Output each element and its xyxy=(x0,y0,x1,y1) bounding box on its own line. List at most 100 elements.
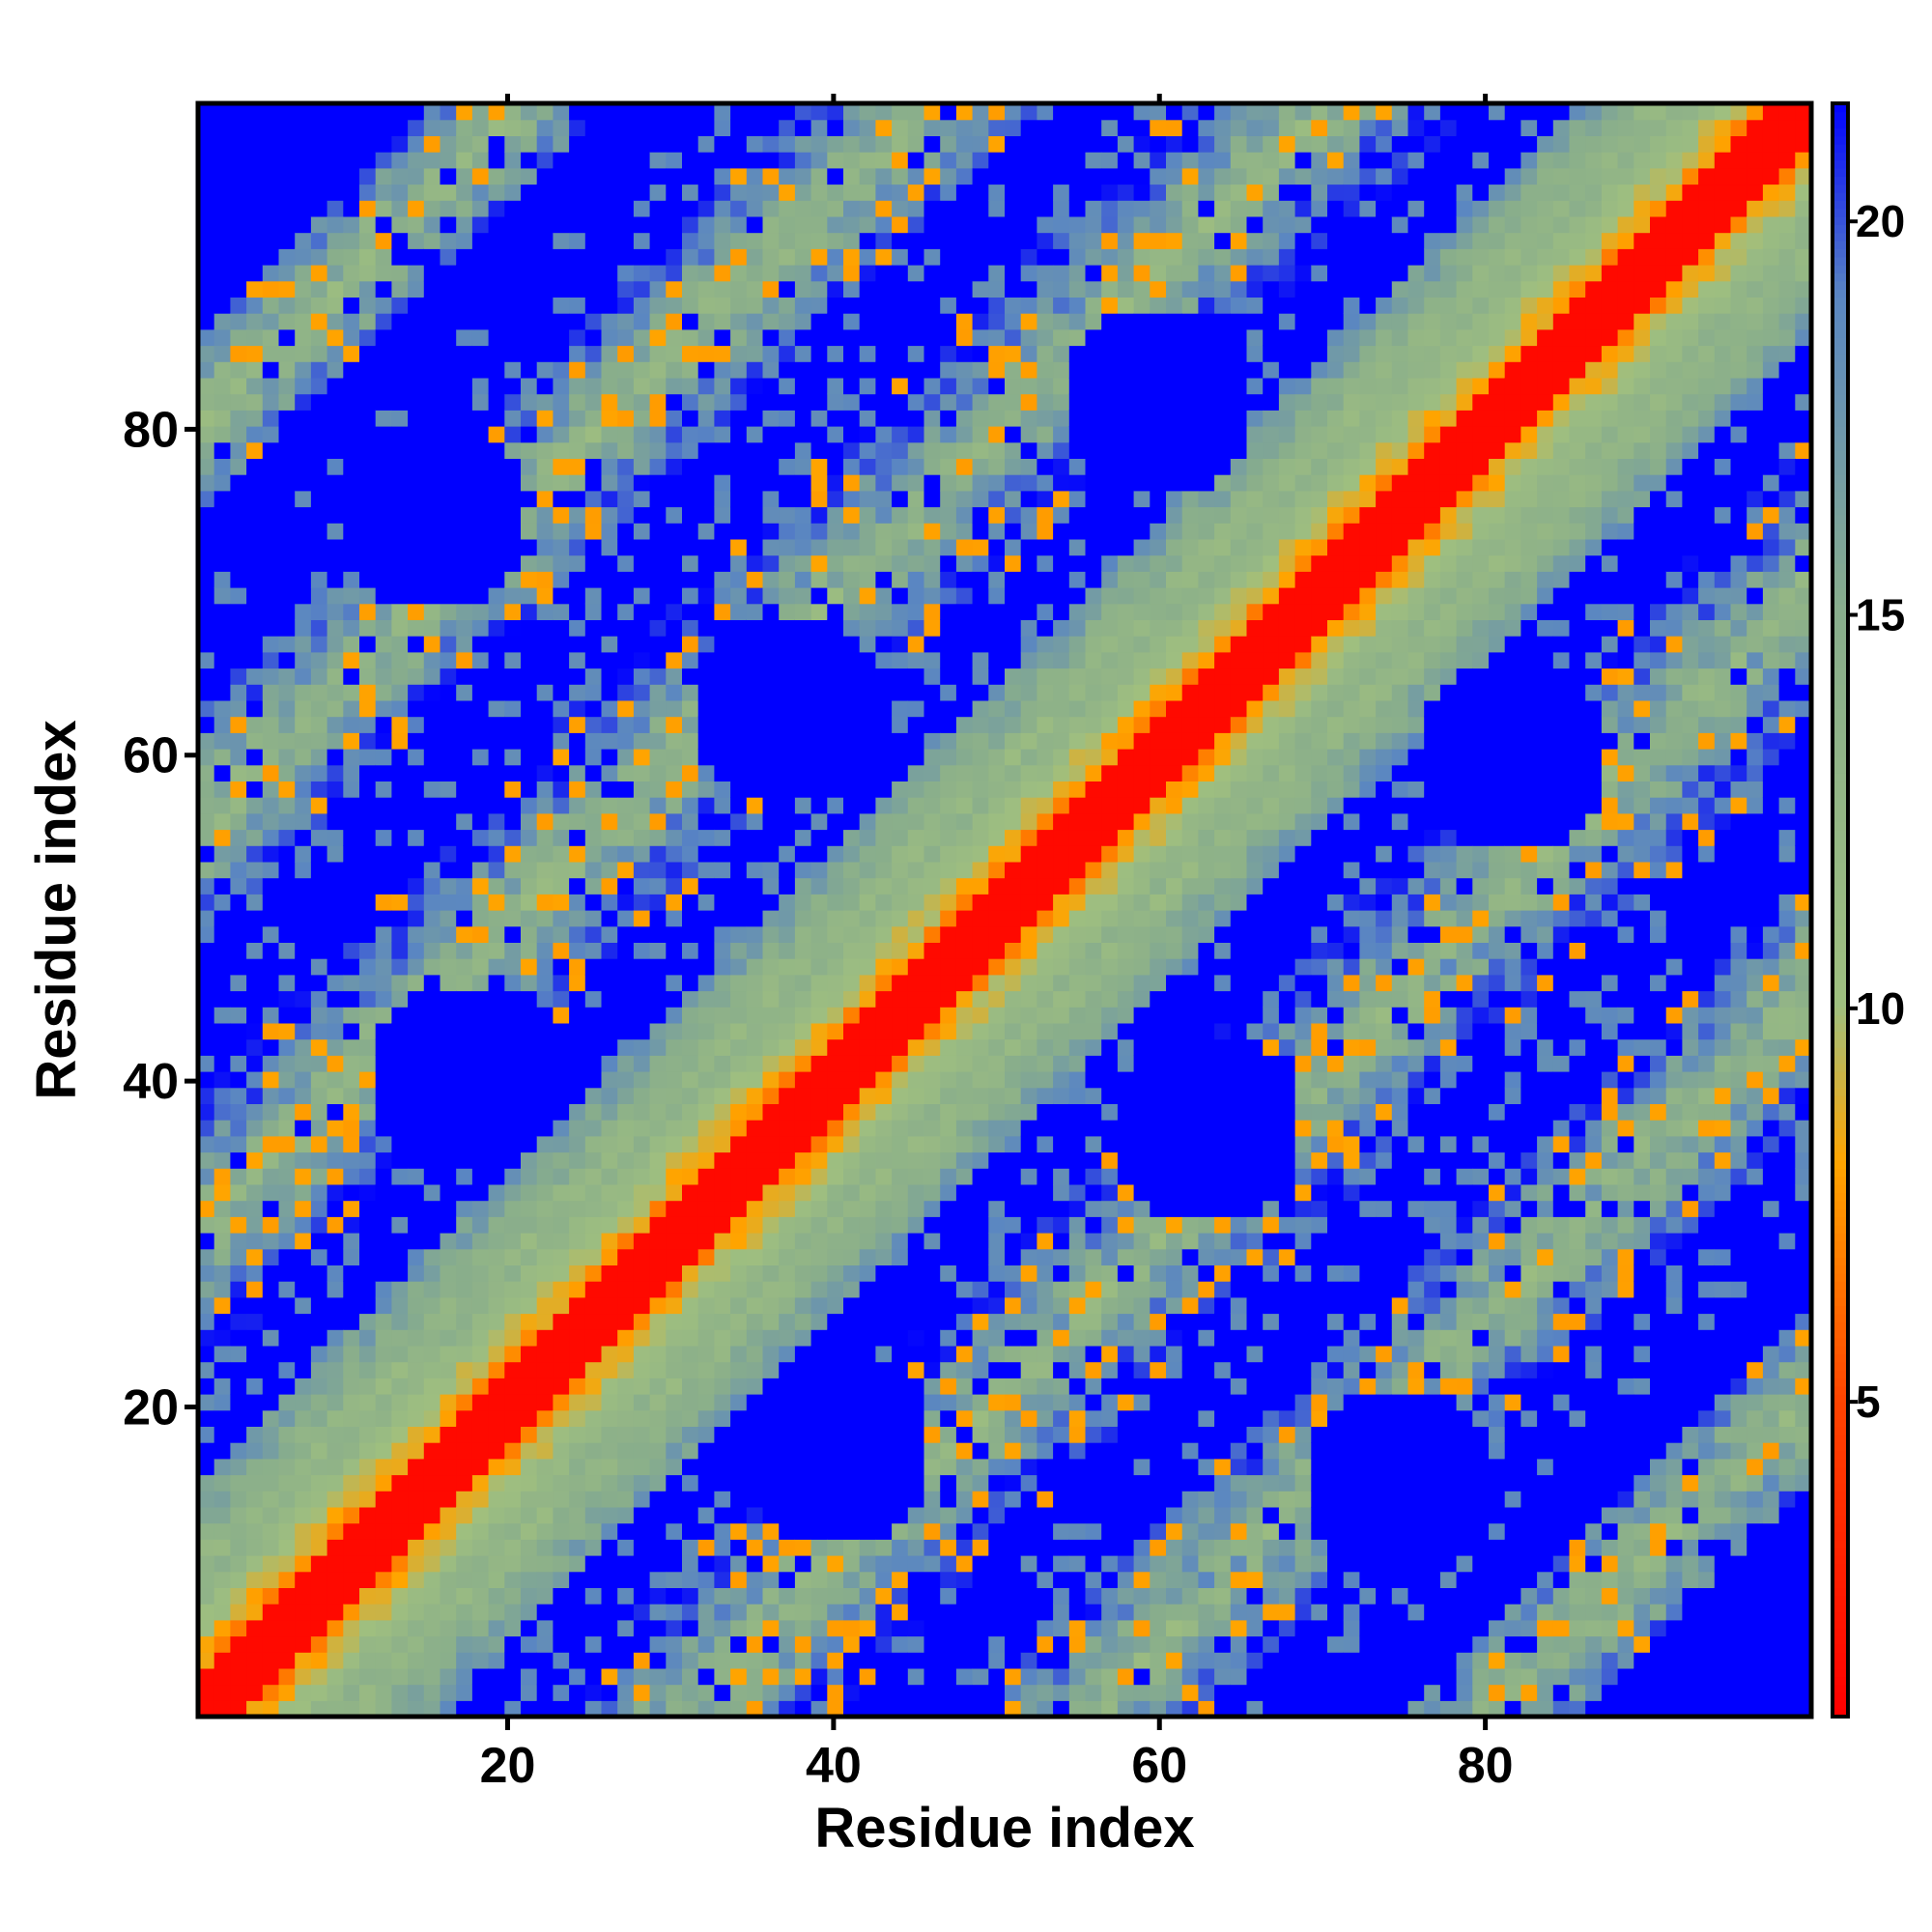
heatmap-cell xyxy=(601,538,618,556)
heatmap-cell xyxy=(569,587,586,605)
heatmap-cell xyxy=(666,474,683,492)
heatmap-cell xyxy=(794,167,812,185)
heatmap-cell xyxy=(843,1474,861,1492)
heatmap-cell xyxy=(440,651,457,669)
heatmap-cell xyxy=(310,458,328,475)
heatmap-cell xyxy=(859,1491,876,1508)
heatmap-cell xyxy=(730,1007,748,1024)
heatmap-cell xyxy=(843,1248,861,1265)
heatmap-cell xyxy=(730,1120,748,1137)
heatmap-cell xyxy=(859,1604,876,1621)
heatmap-cell xyxy=(375,1522,392,1540)
heatmap-cell xyxy=(359,781,377,798)
heatmap-cell xyxy=(617,215,635,234)
heatmap-cell xyxy=(746,1619,764,1637)
heatmap-cell xyxy=(375,1539,392,1556)
heatmap-cell xyxy=(504,1491,522,1508)
heatmap-cell xyxy=(955,861,974,879)
heatmap-cell xyxy=(827,1264,844,1282)
heatmap-cell xyxy=(246,328,264,347)
heatmap-cell xyxy=(666,554,683,572)
heatmap-cell xyxy=(859,152,876,169)
heatmap-cell xyxy=(521,361,538,379)
heatmap-cell xyxy=(213,1038,231,1056)
heatmap-cell xyxy=(375,861,392,879)
heatmap-cell xyxy=(391,1103,409,1121)
heatmap-cell xyxy=(649,958,667,976)
heatmap-cell xyxy=(310,845,328,863)
heatmap-cell xyxy=(859,571,876,588)
heatmap-cell xyxy=(649,1604,667,1621)
heatmap-cell xyxy=(617,1587,635,1605)
heatmap-cell xyxy=(762,538,780,556)
heatmap-cell xyxy=(310,1619,328,1637)
heatmap-cell xyxy=(923,1329,941,1347)
heatmap-cell xyxy=(779,328,796,347)
heatmap-cell xyxy=(794,1087,812,1104)
heatmap-cell xyxy=(988,1216,1006,1234)
heatmap-cell xyxy=(553,571,570,588)
heatmap-cell xyxy=(295,877,312,895)
heatmap-cell xyxy=(697,458,715,475)
heatmap-cell xyxy=(213,1216,231,1234)
heatmap-cell xyxy=(617,1313,635,1330)
heatmap-cell xyxy=(584,571,603,588)
heatmap-cell xyxy=(730,1522,748,1540)
heatmap-cell xyxy=(907,829,925,846)
heatmap-cell xyxy=(779,103,796,121)
heatmap-cell xyxy=(295,1522,312,1540)
heatmap-cell xyxy=(471,1378,490,1395)
heatmap-cell xyxy=(794,1652,812,1669)
heatmap-cell xyxy=(584,458,603,475)
heatmap-cell xyxy=(310,441,328,459)
heatmap-cell xyxy=(391,781,409,798)
heatmap-cell xyxy=(810,1394,828,1411)
heatmap-cell xyxy=(536,1022,554,1040)
heatmap-cell xyxy=(746,103,764,121)
heatmap-cell xyxy=(730,441,748,459)
heatmap-cell xyxy=(440,571,457,588)
heatmap-cell xyxy=(875,1491,893,1508)
heatmap-cell xyxy=(940,571,957,588)
heatmap-cell xyxy=(682,119,699,136)
heatmap-cell xyxy=(391,636,409,653)
heatmap-cell xyxy=(456,1652,473,1669)
heatmap-cell xyxy=(423,910,441,927)
heatmap-cell xyxy=(617,1506,635,1524)
heatmap-cell xyxy=(536,184,554,201)
heatmap-cell xyxy=(327,361,344,379)
heatmap-cell xyxy=(408,1296,425,1315)
heatmap-cell xyxy=(295,410,312,427)
heatmap-cell xyxy=(375,441,392,459)
heatmap-cell xyxy=(536,377,554,395)
heatmap-cell xyxy=(230,764,247,781)
heatmap-cell xyxy=(746,1168,764,1185)
heatmap-cell xyxy=(423,441,441,459)
heatmap-cell xyxy=(649,651,667,669)
heatmap-cell xyxy=(584,732,603,750)
heatmap-cell xyxy=(827,1038,844,1056)
heatmap-cell xyxy=(343,1555,360,1573)
heatmap-cell xyxy=(278,1474,296,1492)
heatmap-cell xyxy=(213,749,231,766)
heatmap-cell xyxy=(988,684,1006,701)
heatmap-cell xyxy=(343,1458,360,1476)
heatmap-cell xyxy=(762,861,780,879)
heatmap-cell xyxy=(940,1216,957,1234)
heatmap-cell xyxy=(649,861,667,879)
heatmap-cell xyxy=(601,1248,618,1265)
heatmap-cell xyxy=(714,1345,731,1363)
heatmap-cell xyxy=(471,877,490,895)
heatmap-cell xyxy=(230,313,247,330)
heatmap-cell xyxy=(827,1604,844,1621)
heatmap-cell xyxy=(391,1055,409,1072)
heatmap-cell xyxy=(955,829,974,846)
heatmap-cell xyxy=(488,571,505,588)
heatmap-cell xyxy=(440,119,457,136)
heatmap-cell xyxy=(940,1652,957,1669)
heatmap-cell xyxy=(892,958,909,976)
heatmap-cell xyxy=(779,1619,796,1637)
heatmap-cell xyxy=(617,167,635,185)
heatmap-cell xyxy=(875,1652,893,1669)
heatmap-cell xyxy=(343,1506,360,1524)
